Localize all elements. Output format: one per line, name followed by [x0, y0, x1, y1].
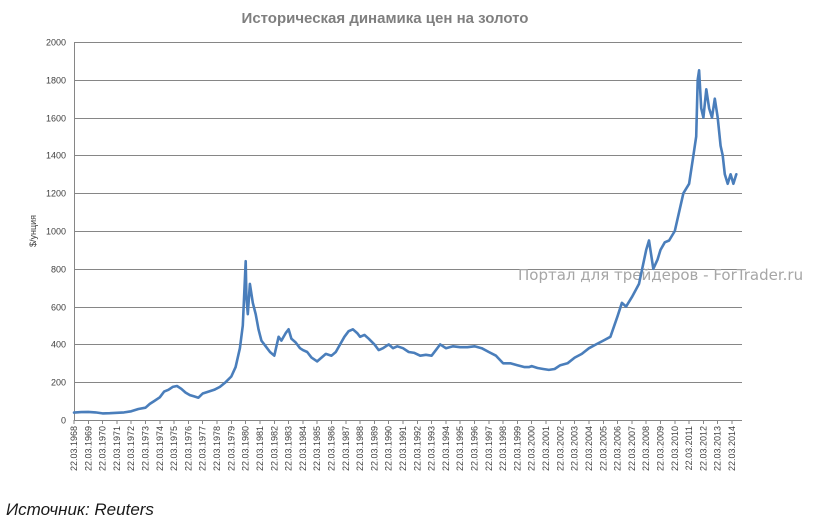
x-tick-label: 22.03.1976 — [183, 426, 193, 471]
y-tick-label: 0 — [61, 416, 66, 426]
x-tick-label: 22.03.2001 — [541, 426, 551, 471]
y-tick-label: 400 — [51, 340, 66, 350]
grid — [74, 42, 742, 421]
x-tick-label: 22.03.1977 — [198, 426, 208, 471]
y-tick-label: 1800 — [46, 76, 66, 86]
x-tick-label: 22.03.2006 — [613, 426, 623, 471]
x-tick-label: 22.03.2000 — [527, 426, 537, 471]
x-tick-label: 22.03.1974 — [155, 426, 165, 471]
x-tick-label: 22.03.1973 — [141, 426, 151, 471]
x-tick-label: 22.03.1994 — [441, 426, 451, 471]
x-tick-label: 22.03.2002 — [555, 426, 565, 471]
x-tick-label: 22.03.2007 — [627, 426, 637, 471]
x-tick-label: 22.03.1998 — [498, 426, 508, 471]
x-tick-label: 22.03.1985 — [312, 426, 322, 471]
x-tick-label: 22.03.1984 — [298, 426, 308, 471]
y-axis-label: $/унция — [28, 215, 38, 247]
x-tick-label: 22.03.2013 — [713, 426, 723, 471]
x-tick-label: 22.03.1991 — [398, 426, 408, 471]
x-tick-label: 22.03.2014 — [727, 426, 737, 471]
x-tick-label: 22.03.1968 — [69, 426, 79, 471]
x-tick-label: 22.03.1988 — [355, 426, 365, 471]
y-tick-label: 200 — [51, 378, 66, 388]
y-tick-label: 1200 — [46, 189, 66, 199]
x-tick-label: 22.03.1999 — [512, 426, 522, 471]
x-axis-ticks: 22.03.1968 22.03.1969 22.03.1970 22.03.1971… — [69, 420, 737, 471]
x-tick-label: 22.03.1992 — [412, 426, 422, 471]
x-tick-label: 22.03.2010 — [670, 426, 680, 471]
x-tick-label: 22.03.1972 — [126, 426, 136, 471]
y-tick-label: 2000 — [46, 38, 66, 48]
x-tick-label: 22.03.1981 — [255, 426, 265, 471]
x-tick-label: 22.03.2005 — [598, 426, 608, 471]
x-tick-label: 22.03.2004 — [584, 426, 594, 471]
x-tick-label: 22.03.1983 — [284, 426, 294, 471]
x-tick-label: 22.03.2011 — [684, 426, 694, 470]
gold-price-line — [72, 69, 738, 415]
x-tick-label: 22.03.1982 — [269, 426, 279, 471]
x-tick-label: 22.03.2009 — [655, 426, 665, 471]
x-tick-label: 22.03.1978 — [212, 426, 222, 471]
x-tick-label: 22.03.1993 — [427, 426, 437, 471]
x-tick-label: 22.03.2012 — [698, 426, 708, 471]
x-tick-label: 22.03.1971 — [112, 426, 122, 471]
series-layer — [72, 69, 738, 415]
x-tick-label: 22.03.1980 — [241, 426, 251, 471]
y-tick-label: 800 — [51, 265, 66, 275]
y-tick-label: 1600 — [46, 114, 66, 124]
x-tick-label: 22.03.1987 — [341, 426, 351, 471]
x-tick-label: 22.03.1995 — [455, 426, 465, 471]
x-tick-label: 22.03.1986 — [326, 426, 336, 471]
x-tick-label: 22.03.1975 — [169, 426, 179, 471]
x-tick-label: 22.03.1996 — [470, 426, 480, 471]
x-tick-label: 22.03.1989 — [369, 426, 379, 471]
x-tick-label: 22.03.1997 — [484, 426, 494, 471]
x-tick-label: 22.03.1990 — [384, 426, 394, 471]
x-tick-label: 22.03.2003 — [570, 426, 580, 471]
source-note: Источник: Reuters — [6, 500, 154, 519]
y-axis-ticks: 0 200 400 600 800 1000 1200 1400 1600 1800 2000 — [46, 38, 66, 426]
y-tick-label: 600 — [51, 303, 66, 313]
x-tick-label: 22.03.1970 — [98, 426, 108, 471]
y-tick-label: 1400 — [46, 151, 66, 161]
x-tick-label: 22.03.2008 — [641, 426, 651, 471]
watermark-text: Портал для трейдеров - ForTrader.ru — [518, 266, 803, 284]
chart-title: Историческая динамика цен на золото — [242, 10, 529, 27]
x-tick-label: 22.03.1979 — [226, 426, 236, 471]
y-tick-label: 1000 — [46, 227, 66, 237]
x-tick-label: 22.03.1969 — [83, 426, 93, 471]
